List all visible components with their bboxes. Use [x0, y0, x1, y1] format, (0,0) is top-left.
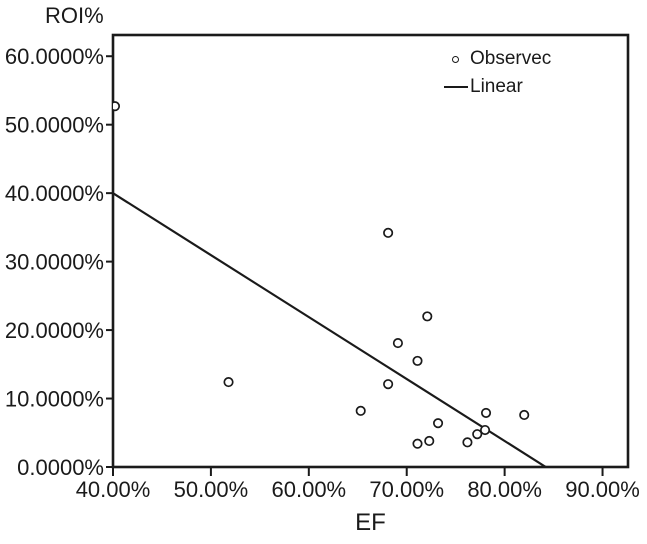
x-tick-label: 70.00% — [369, 477, 444, 502]
data-point — [472, 429, 483, 440]
data-point — [462, 437, 473, 448]
legend-item-linear: Linear — [444, 73, 551, 101]
data-point — [412, 438, 423, 449]
data-point — [422, 311, 433, 322]
data-point — [383, 227, 394, 238]
data-point — [424, 435, 435, 447]
data-point — [113, 101, 121, 112]
data-point — [392, 338, 403, 349]
y-axis-title: ROI% — [45, 3, 104, 28]
y-tick-label: 10.0000% — [5, 387, 104, 412]
y-tick-label: 50.0000% — [5, 113, 104, 138]
data-point — [412, 355, 423, 366]
y-tick-label: 40.0000% — [5, 181, 104, 206]
legend-label-observed: Observec — [470, 48, 552, 69]
y-tick-label: 30.0000% — [5, 250, 104, 275]
x-tick-label: 90.00% — [565, 477, 640, 502]
data-point — [223, 377, 234, 388]
data-point — [480, 424, 491, 436]
data-point — [519, 409, 530, 421]
y-tick-label: 60.0000% — [5, 44, 104, 69]
linear-line-marker-icon — [444, 86, 468, 88]
data-layer — [113, 101, 547, 467]
data-point — [383, 379, 394, 390]
legend: Observec Linear — [444, 45, 551, 101]
data-point — [433, 418, 444, 429]
x-tick-label: 50.00% — [174, 477, 249, 502]
regression-line — [113, 192, 547, 467]
observed-circle-marker-icon — [451, 55, 459, 63]
data-point — [480, 407, 492, 418]
data-point — [355, 405, 366, 416]
y-tick-label: 20.0000% — [5, 318, 104, 343]
x-tick-label: 80.00% — [467, 477, 542, 502]
y-tick-label: 0.0000% — [17, 455, 104, 480]
legend-item-observed: Observec — [444, 45, 551, 73]
x-tick-label: 60.00% — [272, 477, 347, 502]
legend-label-linear: Linear — [470, 76, 523, 97]
x-axis-title: EF — [355, 509, 386, 536]
plot-border — [111, 33, 630, 469]
x-tick-label: 40.00% — [76, 477, 151, 502]
observed-marker-box — [444, 55, 466, 63]
